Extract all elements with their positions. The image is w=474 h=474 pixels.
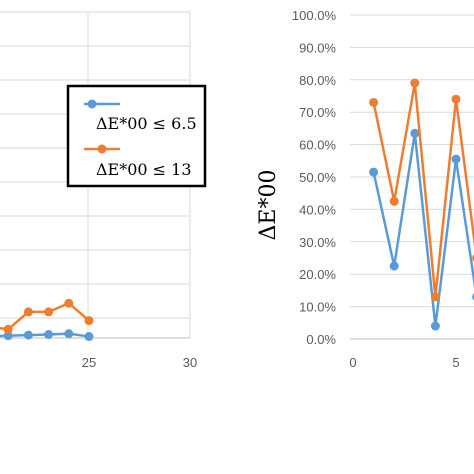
- right-y-tick-label: 10.0%: [299, 300, 336, 315]
- right-series-2-point-2: [410, 78, 420, 88]
- right-series-1-point-2: [410, 128, 420, 138]
- left-series-1-point-2: [23, 330, 33, 340]
- legend-label-1: ΔE*00 ≤ 6.5: [96, 114, 197, 133]
- right-series-1-point-3: [430, 321, 440, 331]
- right-y-axis-label: ΔE*00: [256, 170, 281, 241]
- right-series-1-point-0: [369, 167, 379, 177]
- left-series-1-point-4: [64, 329, 74, 339]
- right-series-1-point-1: [389, 261, 399, 271]
- left-series-2-point-5: [84, 316, 94, 326]
- left-series-2-point-4: [64, 298, 74, 308]
- right-series-line-1: [372, 133, 474, 327]
- left-series-1-point-1: [3, 331, 13, 341]
- legend-label-2: ΔE*00 ≤ 13: [96, 160, 192, 179]
- left-series-2-point-1: [3, 324, 13, 334]
- right-x-tick-label: 5: [452, 355, 459, 370]
- right-series-1-point-4: [451, 154, 461, 164]
- right-series-line-2: [372, 82, 474, 298]
- right-series-2-point-1: [389, 196, 399, 206]
- left-series-line-2: [0, 301, 90, 331]
- legend-marker-2: [97, 144, 107, 154]
- right-series-2-point-0: [369, 97, 379, 107]
- right-x-tick-label: 0: [349, 355, 356, 370]
- left-chart: 25 30 ΔE*00 ≤ 6.5 ΔE*00 ≤ 13: [0, 11, 207, 370]
- left-series-2-point-2: [23, 307, 33, 317]
- right-y-tick-label: 50.0%: [299, 170, 336, 185]
- left-x-tick-label: 30: [183, 355, 197, 370]
- right-y-tick-label: 90.0%: [299, 40, 336, 55]
- left-series-1-point-3: [44, 330, 54, 340]
- right-y-tick-label: 100.0%: [292, 8, 337, 23]
- left-series-1-point-5: [84, 332, 94, 342]
- right-y-tick-label: 80.0%: [299, 73, 336, 88]
- right-series-group: [369, 78, 474, 331]
- right-y-tick-label: 60.0%: [299, 138, 336, 153]
- legend-marker-1: [87, 99, 97, 109]
- left-x-tick-labels: 25 30: [82, 355, 197, 370]
- right-gridlines: [350, 14, 474, 340]
- right-y-tick-label: 70.0%: [299, 105, 336, 120]
- left-x-tick-label: 25: [82, 355, 96, 370]
- right-y-tick-label: 40.0%: [299, 202, 336, 217]
- right-y-tick-label: 20.0%: [299, 267, 336, 282]
- right-chart: 0.0% 10.0% 20.0% 30.0% 40.0% 50.0% 60.0% 70.0% 8…: [256, 8, 474, 370]
- left-series-2-point-3: [44, 307, 54, 317]
- left-series-group: [0, 298, 94, 342]
- legend: ΔE*00 ≤ 6.5 ΔE*00 ≤ 13: [66, 84, 207, 188]
- right-series-2-point-4: [451, 94, 461, 104]
- right-y-tick-labels: 0.0% 10.0% 20.0% 30.0% 40.0% 50.0% 60.0% 70.0% 8…: [292, 8, 337, 347]
- right-y-tick-label: 0.0%: [306, 332, 336, 347]
- right-series-2-point-3: [430, 292, 440, 302]
- right-y-tick-label: 30.0%: [299, 235, 336, 250]
